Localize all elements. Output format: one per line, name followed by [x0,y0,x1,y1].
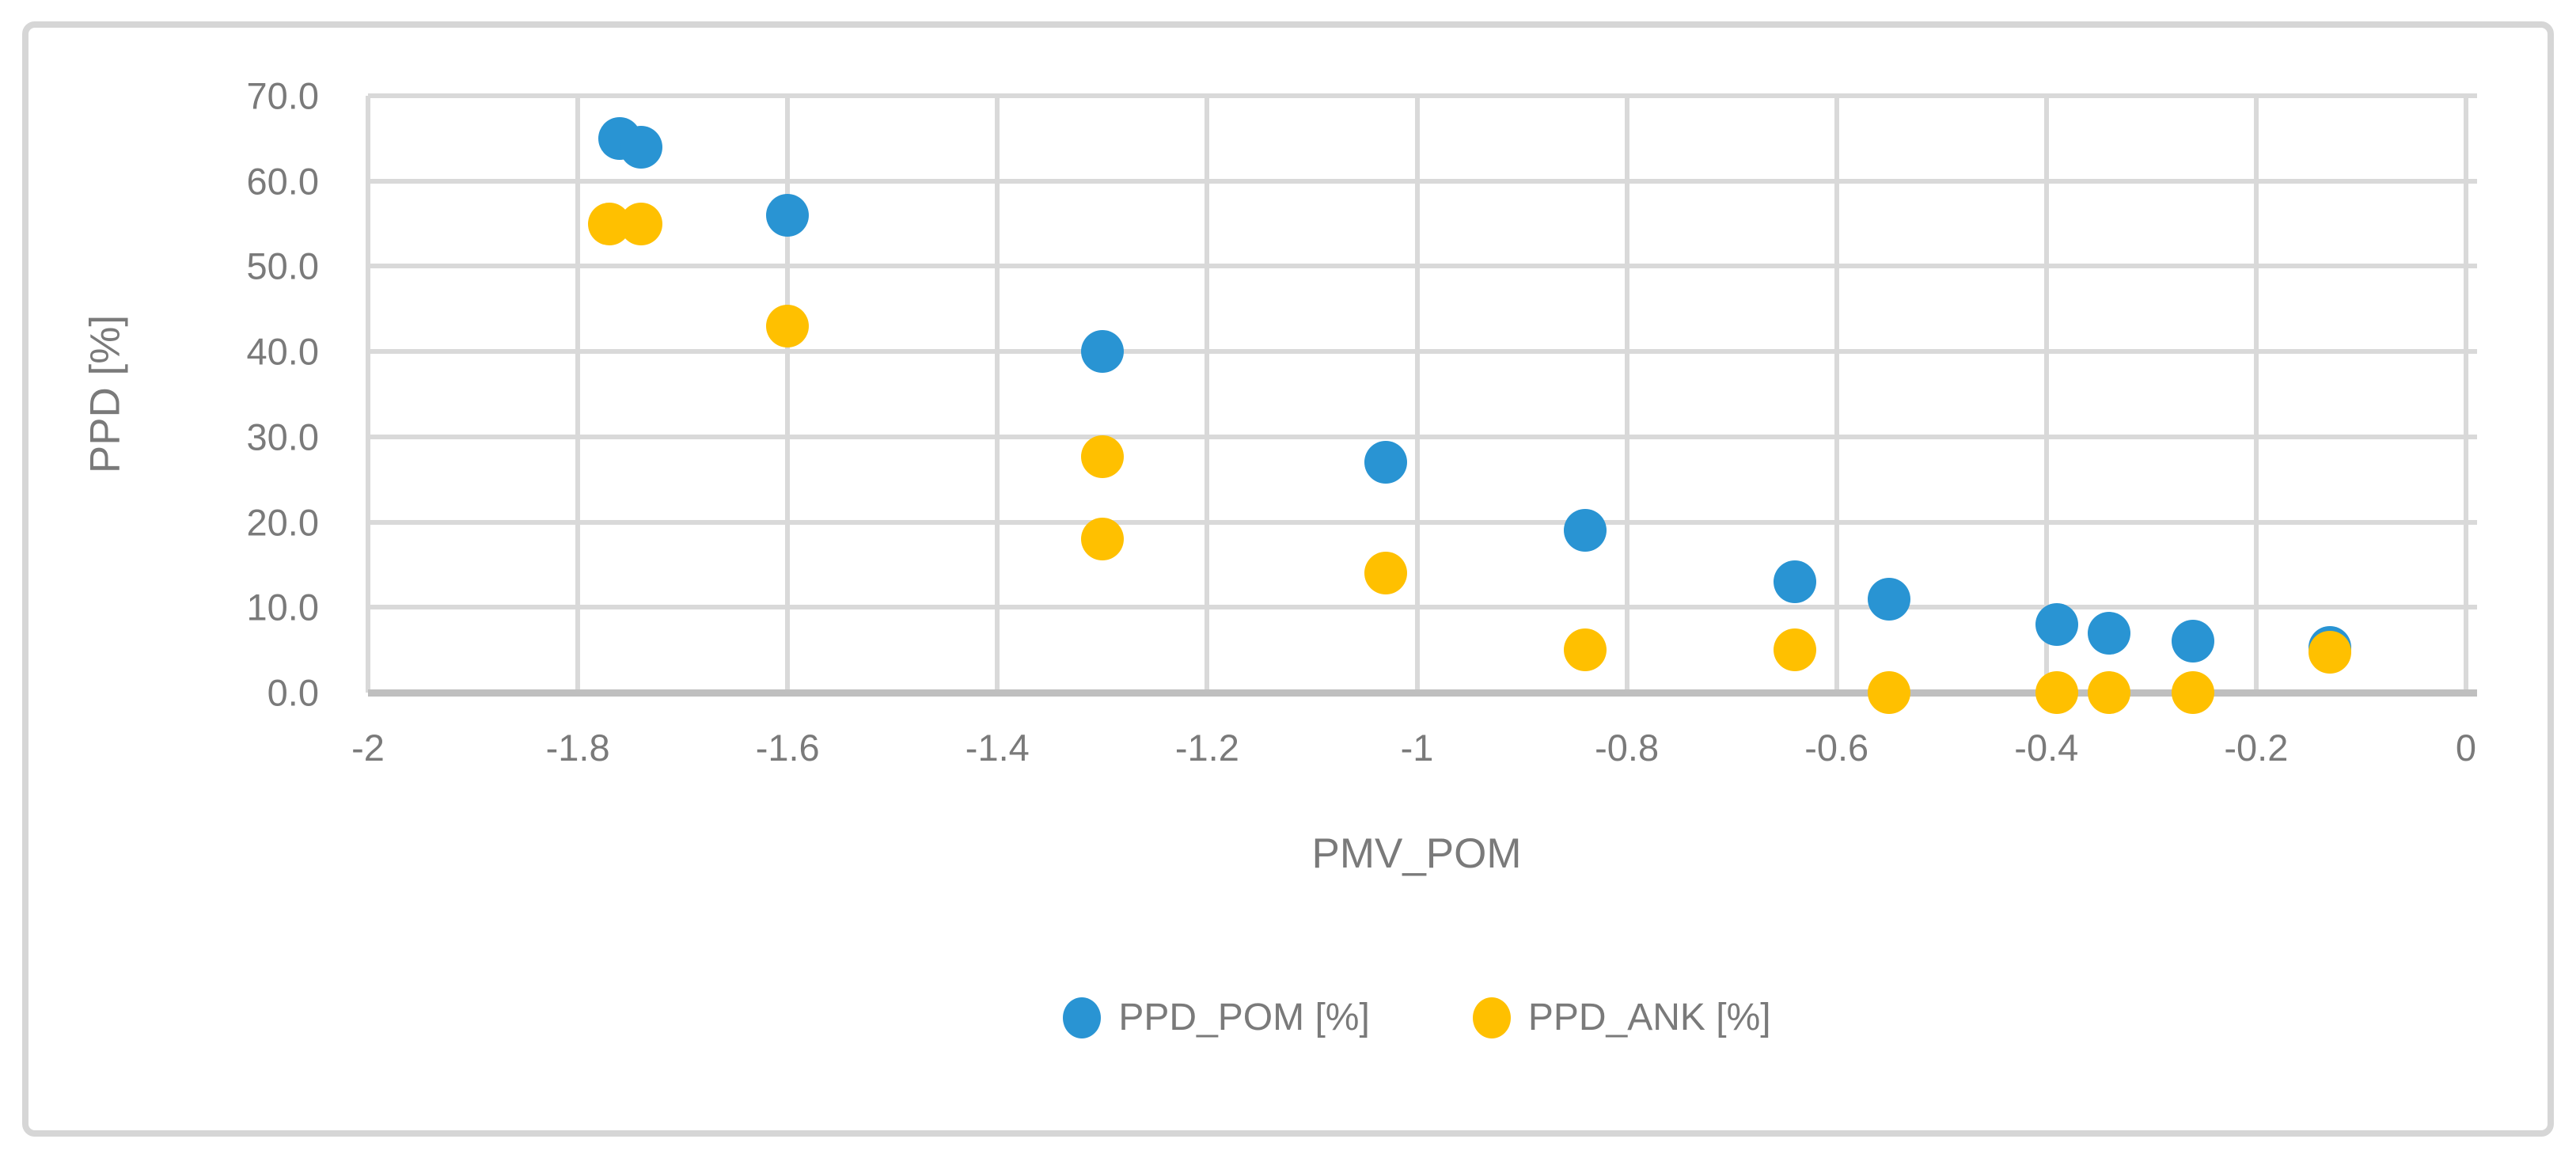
y-tick-label: 10.0 [246,586,319,628]
data-point-ppd-ank [1080,518,1124,561]
gridline-vertical [785,96,791,693]
gridline-horizontal [368,349,2477,355]
gridline-horizontal [368,178,2477,184]
x-axis-title: PMV_POM [1311,830,1522,877]
data-point-ppd-ank [1867,671,1910,714]
gridline-vertical [2253,96,2259,693]
gridline-vertical [995,96,1000,693]
x-tick-label: -1.2 [1174,727,1239,769]
gridline-horizontal [368,264,2477,269]
gridline-vertical [1414,96,1420,693]
y-tick-label: 40.0 [246,330,319,373]
legend-marker-icon [1063,997,1102,1038]
data-point-ppd-pom [2035,602,2079,646]
x-tick-label: -0.8 [1595,727,1660,769]
data-point-ppd-pom [2088,611,2131,655]
data-point-ppd-ank [619,202,662,245]
gridline-horizontal [368,605,2477,610]
x-tick-label: 0 [2455,727,2477,769]
plot-area [374,102,2472,699]
gridline-horizontal [368,519,2477,525]
y-tick-label: 50.0 [246,245,319,287]
gridline-vertical [366,96,370,693]
legend-item: PPD_ANK [%] [1472,996,1771,1039]
data-point-ppd-ank [2088,671,2131,714]
x-tick-label: -0.4 [2014,727,2079,769]
gridline-vertical [2043,96,2049,693]
data-point-ppd-pom [1773,560,1816,603]
x-axis-line [368,689,2477,697]
gridline-vertical [1624,96,1629,693]
x-tick-label: -1.4 [965,727,1030,769]
data-point-ppd-ank [766,304,810,347]
chart-frame [22,21,2554,1137]
data-point-ppd-ank [1080,435,1124,478]
chart-legend: PPD_POM [%] PPD_ANK [%] [368,996,2466,1039]
gridline-vertical [1205,96,1210,693]
x-tick-label: -1 [1400,727,1434,769]
data-point-ppd-ank [2308,631,2351,674]
data-point-ppd-ank [1563,628,1607,672]
data-point-ppd-pom [766,193,810,237]
y-axis-title: PPD [%] [82,314,129,474]
data-point-ppd-pom [2172,620,2215,663]
legend-marker-icon [1472,997,1511,1038]
legend-item-label: PPD_ANK [%] [1527,997,1771,1038]
data-point-ppd-pom [1563,509,1607,552]
y-tick-label: 60.0 [246,160,319,203]
gridline-horizontal [368,93,2477,98]
gridline-vertical [2464,96,2468,693]
data-point-ppd-ank [2035,671,2079,714]
data-point-ppd-pom [619,125,662,169]
data-point-ppd-ank [1364,552,1407,595]
x-tick-label: -0.6 [1804,727,1869,769]
y-tick-label: 30.0 [246,416,319,458]
y-tick-label: 0.0 [267,671,319,714]
gridline-vertical [1834,96,1839,693]
data-point-ppd-pom [1364,441,1407,484]
x-tick-label: -1.6 [755,727,820,769]
data-point-ppd-ank [2172,671,2215,714]
x-tick-label: -0.2 [2224,727,2289,769]
gridline-vertical [575,96,581,693]
gridline-horizontal [368,434,2477,439]
x-tick-label: -1.8 [545,727,610,769]
data-point-ppd-pom [1080,330,1124,374]
data-point-ppd-pom [1867,577,1910,621]
legend-item-label: PPD_POM [%] [1118,997,1370,1038]
y-tick-label: 20.0 [246,501,319,544]
legend-item: PPD_POM [%] [1063,996,1370,1039]
x-tick-label: -2 [351,727,385,769]
y-tick-label: 70.0 [246,74,319,117]
data-point-ppd-ank [1773,628,1816,672]
